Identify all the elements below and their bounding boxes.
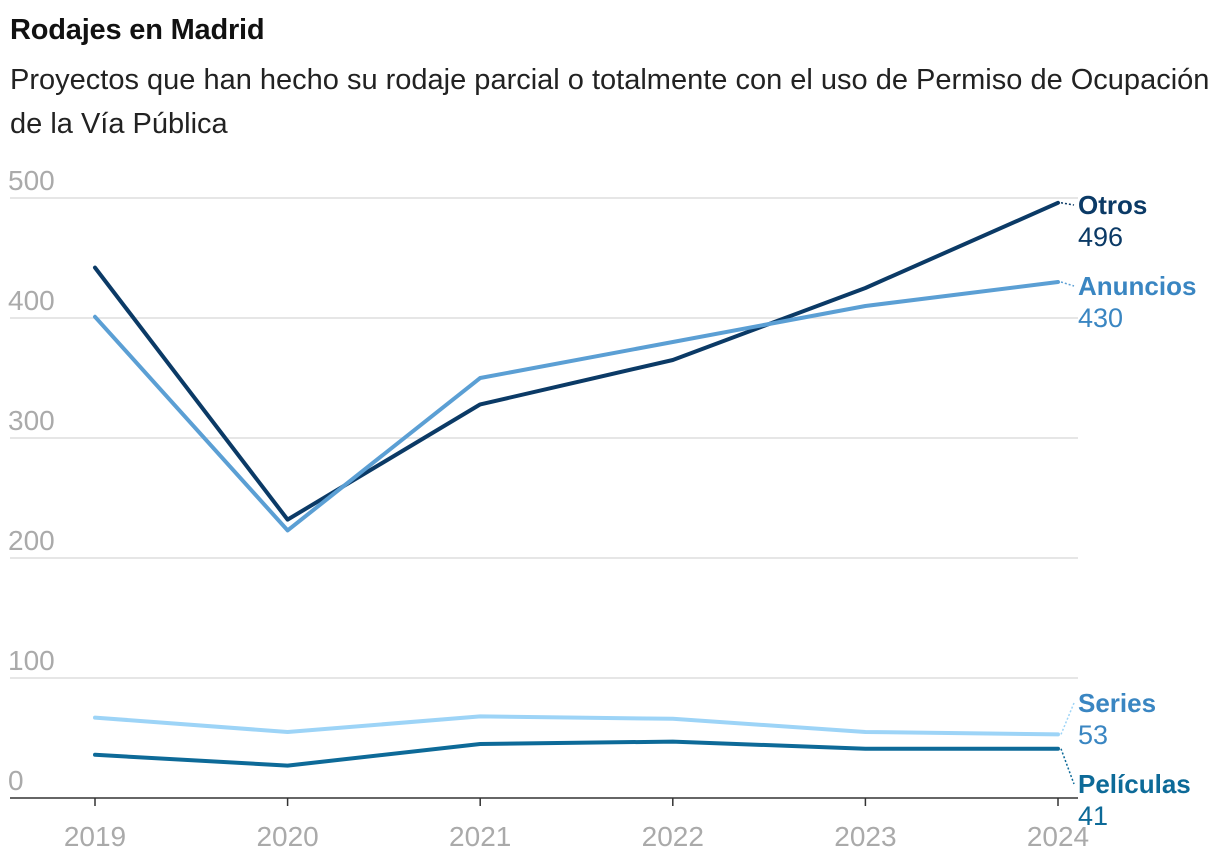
chart-subtitle: Proyectos que han hecho su rodaje parcia… xyxy=(10,64,1210,140)
label-connector xyxy=(1060,202,1075,206)
series-line-series xyxy=(93,714,1060,737)
x-tick-label: 2019 xyxy=(64,821,126,852)
series-value-películas: 41 xyxy=(1078,801,1108,831)
x-tick-label: 2024 xyxy=(1027,821,1089,852)
y-tick-label: 100 xyxy=(8,645,55,676)
gridlines xyxy=(10,197,1078,679)
series-label-otros: Otros xyxy=(1078,190,1147,220)
series-lines xyxy=(93,200,1060,768)
label-connector xyxy=(1060,702,1075,735)
series-label-series: Series xyxy=(1078,688,1156,718)
y-tick-label: 200 xyxy=(8,525,55,556)
series-line-anuncios xyxy=(93,280,1060,533)
series-value-anuncios: 430 xyxy=(1078,303,1123,333)
y-tick-label: 0 xyxy=(8,765,24,796)
x-tick-label: 2022 xyxy=(642,821,704,852)
series-line-películas xyxy=(93,739,1060,768)
label-connector xyxy=(1060,748,1075,785)
x-tick-label: 2021 xyxy=(449,821,511,852)
y-tick-label: 500 xyxy=(8,165,55,196)
series-line-otros xyxy=(93,200,1060,522)
y-tick-label: 400 xyxy=(8,285,55,316)
label-connector xyxy=(1060,281,1075,287)
x-tick-label: 2023 xyxy=(834,821,896,852)
chart-title: Rodajes en Madrid xyxy=(10,14,265,46)
x-tick-label: 2020 xyxy=(256,821,318,852)
series-label-películas: Películas xyxy=(1078,769,1191,799)
y-axis-ticks: 500 400 300 200 100 0 xyxy=(8,165,55,796)
y-tick-label: 300 xyxy=(8,405,55,436)
series-value-otros: 496 xyxy=(1078,222,1123,252)
series-label-anuncios: Anuncios xyxy=(1078,271,1196,301)
x-axis: 2019 2020 2021 2022 2023 2024 xyxy=(10,797,1089,852)
series-value-series: 53 xyxy=(1078,720,1108,750)
